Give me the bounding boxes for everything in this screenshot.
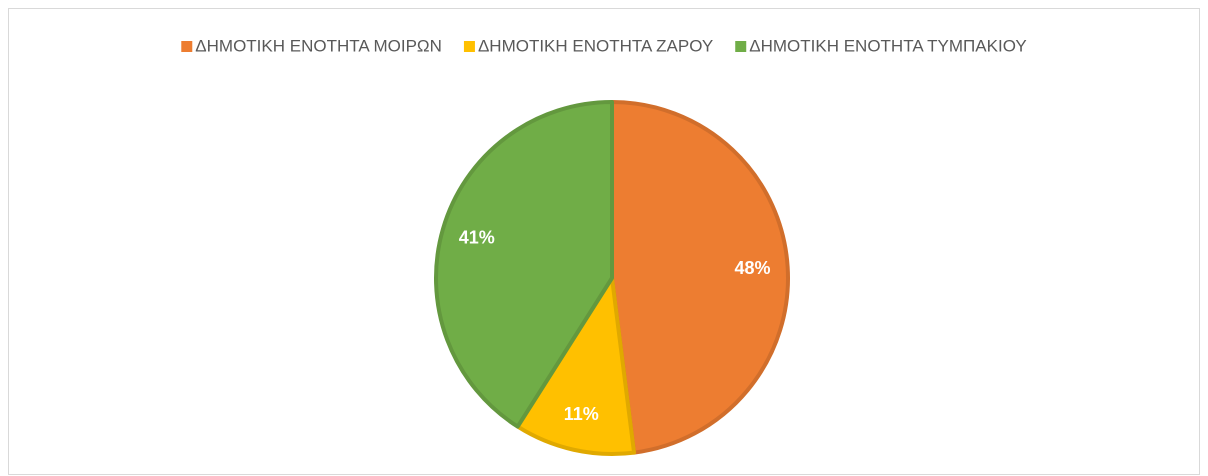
- legend-swatch: [735, 41, 747, 52]
- data-label: 48%: [735, 258, 771, 278]
- legend-label: ΔΗΜΟΤΙΚΗ ΕΝΟΤΗΤΑ ΜΟΙΡΩΝ: [195, 36, 442, 55]
- legend-swatch: [463, 41, 475, 52]
- legend-label: ΔΗΜΟΤΙΚΗ ΕΝΟΤΗΤΑ ΖΑΡΟΥ: [478, 36, 713, 55]
- data-label: 41%: [459, 227, 495, 247]
- pie-slice: [434, 100, 614, 429]
- pie-slice: [610, 100, 790, 455]
- pie-slice: [515, 276, 637, 456]
- legend-label: ΔΗΜΟΤΙΚΗ ΕΝΟΤΗΤΑ ΤΥΜΠΑΚΙΟΥ: [749, 36, 1026, 55]
- data-label: 11%: [564, 404, 599, 424]
- legend-swatch: [181, 41, 193, 52]
